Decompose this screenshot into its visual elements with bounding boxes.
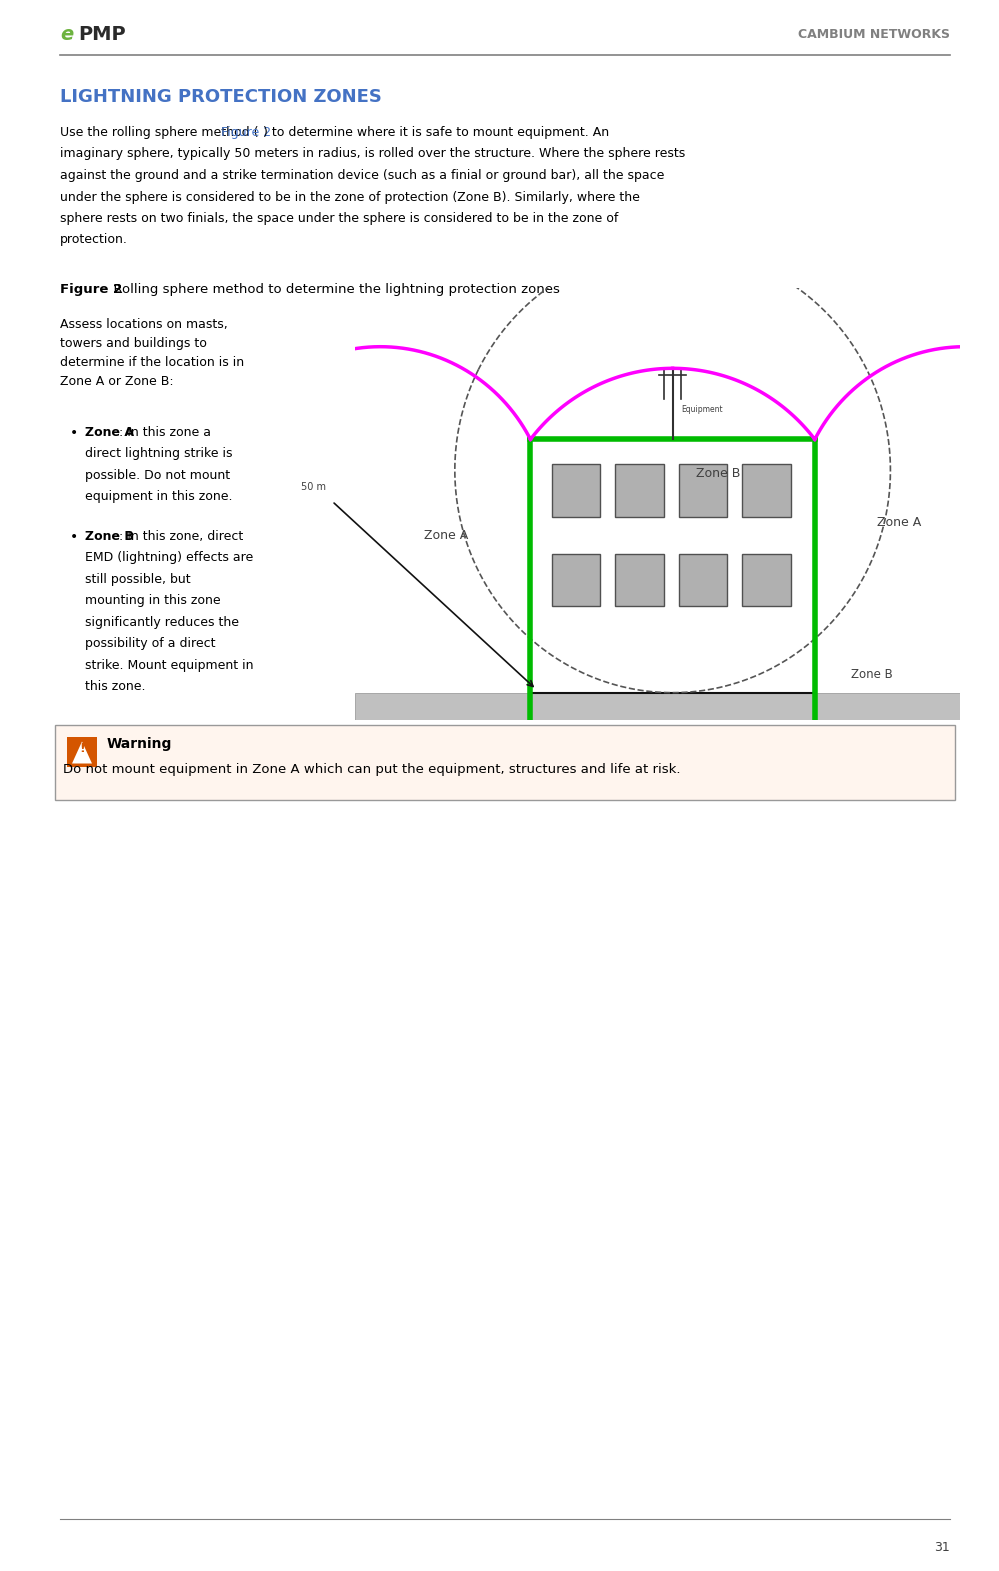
Text: 50 m: 50 m <box>301 482 326 492</box>
Bar <box>615 463 663 517</box>
FancyBboxPatch shape <box>67 737 97 768</box>
Text: !: ! <box>79 743 85 756</box>
Text: Zone A: Zone A <box>85 426 134 438</box>
Text: imaginary sphere, typically 50 meters in radius, is rolled over the structure. W: imaginary sphere, typically 50 meters in… <box>60 148 685 160</box>
Bar <box>742 553 790 606</box>
Text: protection.: protection. <box>60 234 128 247</box>
Text: •: • <box>70 426 78 440</box>
Text: 31: 31 <box>934 1541 950 1554</box>
Text: sphere rests on two finials, the space under the sphere is considered to be in t: sphere rests on two finials, the space u… <box>60 212 618 225</box>
Text: : In this zone, direct: : In this zone, direct <box>119 529 244 544</box>
Text: : In this zone a: : In this zone a <box>119 426 211 438</box>
Text: •: • <box>70 529 78 544</box>
Bar <box>678 553 727 606</box>
Text: this zone.: this zone. <box>85 680 146 693</box>
Text: Zone A: Zone A <box>424 529 468 542</box>
FancyBboxPatch shape <box>55 726 955 801</box>
Text: Zone B: Zone B <box>851 668 893 680</box>
Text: still possible, but: still possible, but <box>85 573 191 586</box>
Text: strike. Mount equipment in: strike. Mount equipment in <box>85 658 254 672</box>
Text: CAMBIUM NETWORKS: CAMBIUM NETWORKS <box>798 28 950 41</box>
Bar <box>678 463 727 517</box>
Text: Zone B: Zone B <box>696 467 740 479</box>
Text: equipment in this zone.: equipment in this zone. <box>85 490 233 503</box>
Text: LIGHTNING PROTECTION ZONES: LIGHTNING PROTECTION ZONES <box>60 88 382 105</box>
Text: ) to determine where it is safe to mount equipment. An: ) to determine where it is safe to mount… <box>263 126 609 138</box>
Text: Figure 2: Figure 2 <box>60 283 122 295</box>
Text: direct lightning strike is: direct lightning strike is <box>85 448 233 460</box>
Text: possible. Do not mount: possible. Do not mount <box>85 470 230 482</box>
Text: Zone B: Zone B <box>85 529 134 544</box>
Bar <box>551 553 600 606</box>
Text: Figure 2: Figure 2 <box>221 126 272 138</box>
Text: mounting in this zone: mounting in this zone <box>85 594 221 608</box>
Text: Warning: Warning <box>107 737 173 751</box>
Text: Zone A: Zone A <box>877 517 922 529</box>
Text: Equipment: Equipment <box>681 405 723 415</box>
Polygon shape <box>72 742 92 764</box>
Bar <box>551 463 600 517</box>
Bar <box>615 553 663 606</box>
Text: possibility of a direct: possibility of a direct <box>85 638 216 650</box>
Text: Use the rolling sphere method (: Use the rolling sphere method ( <box>60 126 259 138</box>
Text: Assess locations on masts,
towers and buildings to
determine if the location is : Assess locations on masts, towers and bu… <box>60 317 244 388</box>
Text: e: e <box>60 25 73 44</box>
Text: significantly reduces the: significantly reduces the <box>85 616 239 628</box>
Bar <box>355 693 960 721</box>
Text: EMD (lightning) effects are: EMD (lightning) effects are <box>85 551 254 564</box>
Text: Rolling sphere method to determine the lightning protection zones: Rolling sphere method to determine the l… <box>105 283 559 295</box>
Text: against the ground and a strike termination device (such as a finial or ground b: against the ground and a strike terminat… <box>60 170 664 182</box>
Bar <box>530 440 815 693</box>
Text: under the sphere is considered to be in the zone of protection (Zone B). Similar: under the sphere is considered to be in … <box>60 190 640 204</box>
Bar <box>742 463 790 517</box>
Text: Do not mount equipment in Zone A which can put the equipment, structures and lif: Do not mount equipment in Zone A which c… <box>63 764 680 776</box>
Text: PMP: PMP <box>78 25 126 44</box>
